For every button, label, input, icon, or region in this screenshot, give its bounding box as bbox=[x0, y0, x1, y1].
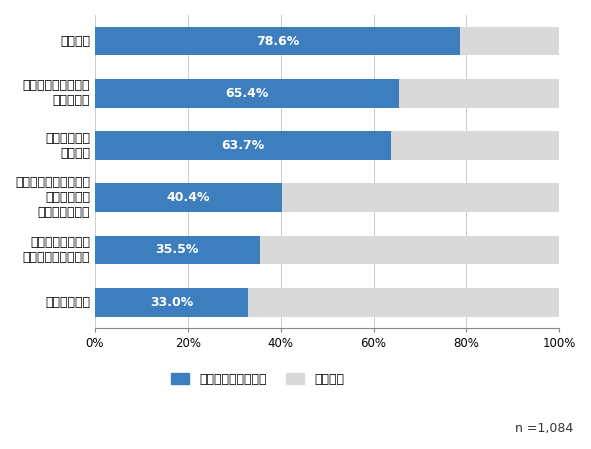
Text: 40.4%: 40.4% bbox=[167, 191, 210, 204]
Bar bbox=[95, 183, 559, 212]
Bar bbox=[95, 27, 460, 56]
Bar bbox=[95, 288, 248, 317]
Bar bbox=[95, 183, 282, 212]
Text: 63.7%: 63.7% bbox=[221, 139, 264, 152]
Bar bbox=[95, 79, 398, 108]
Bar bbox=[95, 27, 559, 56]
Text: n =1,084: n =1,084 bbox=[515, 423, 573, 435]
Legend: ショールームに行く, 行かない: ショールームに行く, 行かない bbox=[165, 368, 349, 391]
Text: 33.0%: 33.0% bbox=[150, 295, 193, 308]
Bar bbox=[95, 131, 391, 160]
Bar bbox=[95, 236, 259, 264]
Bar bbox=[95, 288, 559, 317]
Text: 65.4%: 65.4% bbox=[225, 87, 268, 100]
Bar bbox=[95, 131, 559, 160]
Bar bbox=[95, 236, 559, 264]
Bar bbox=[95, 79, 559, 108]
Text: 78.6%: 78.6% bbox=[256, 35, 299, 48]
Text: 35.5%: 35.5% bbox=[155, 243, 199, 256]
